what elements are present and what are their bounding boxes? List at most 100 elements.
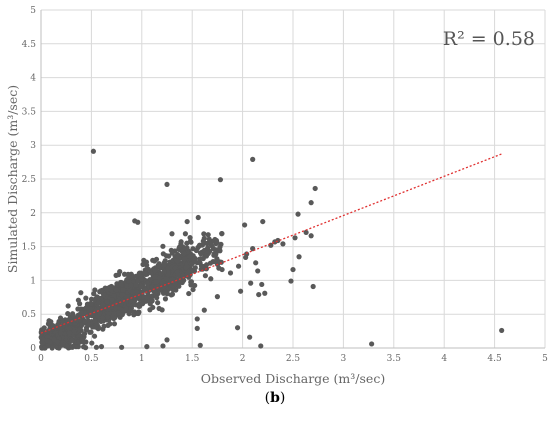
data-point [369, 341, 375, 347]
y-tick-label: 3 [30, 141, 36, 151]
data-point [160, 243, 166, 249]
data-point [130, 289, 136, 295]
data-point [100, 326, 106, 332]
data-point [87, 306, 94, 312]
data-point [94, 294, 100, 300]
data-point [160, 343, 166, 349]
data-point [188, 239, 194, 245]
data-point [208, 276, 214, 282]
data-point [149, 297, 155, 303]
data-point [119, 344, 125, 350]
y-tick-label: 5 [30, 6, 36, 16]
data-point [120, 287, 126, 293]
data-point [310, 283, 316, 290]
data-point [119, 297, 126, 304]
data-point [308, 200, 314, 206]
data-point [65, 311, 71, 317]
data-point [202, 273, 208, 279]
data-point [144, 280, 150, 286]
data-point [100, 315, 106, 321]
data-point [205, 245, 211, 251]
labels: 0 0.5 1 1.5 2 2.5 3 3.5 4 4.5 5 0 0.5 1 1.5 2 2.5 3 3.5 4 4.… [5, 6, 548, 386]
data-point [258, 343, 264, 349]
data-point [138, 283, 144, 289]
data-point [89, 340, 95, 346]
data-point [150, 257, 156, 263]
data-point [159, 307, 165, 313]
data-point [200, 255, 206, 262]
data-point [187, 235, 193, 241]
data-point [134, 289, 140, 295]
caption-close: ) [279, 390, 286, 406]
data-point [104, 299, 110, 305]
data-point [164, 181, 170, 188]
data-point [99, 302, 106, 308]
x-tick-label: 0 [38, 354, 44, 364]
data-point [108, 287, 114, 293]
data-point [296, 254, 302, 260]
data-point [150, 304, 156, 311]
data-point [50, 324, 56, 330]
data-point [242, 222, 248, 228]
data-point [122, 307, 128, 313]
data-point [193, 247, 199, 254]
r-squared-annotation: R² = 0.58 [443, 28, 535, 50]
data-point [121, 271, 128, 277]
data-point [145, 266, 151, 272]
data-point [143, 287, 149, 293]
data-point [243, 254, 249, 261]
data-point [201, 231, 207, 237]
data-point [140, 261, 146, 268]
data-point [161, 268, 167, 275]
data-point [303, 229, 309, 236]
data-points [38, 148, 505, 351]
data-point [182, 256, 188, 262]
data-point [139, 290, 145, 296]
figure-caption: (b) [0, 390, 550, 406]
data-point [214, 294, 220, 300]
data-point [169, 291, 176, 297]
y-tick-label: 1 [30, 276, 36, 286]
data-point [155, 300, 161, 306]
data-point [154, 295, 160, 301]
data-point [152, 268, 158, 274]
data-point [200, 238, 206, 244]
data-point [186, 290, 192, 297]
caption-open: ( [264, 390, 271, 406]
y-tick-label: 2 [30, 209, 36, 219]
data-point [250, 156, 256, 162]
data-point [93, 344, 100, 350]
data-point [212, 259, 218, 265]
data-point [184, 261, 190, 268]
data-point [178, 239, 184, 245]
data-point [207, 241, 214, 247]
data-point [253, 260, 259, 266]
data-point [194, 325, 200, 331]
x-tick-label: 1 [139, 354, 145, 364]
data-point [217, 177, 224, 183]
data-point [156, 275, 163, 281]
y-tick-label: 3.5 [22, 107, 37, 117]
x-tick-label: 0.5 [84, 354, 99, 364]
x-tick-label: 5 [542, 354, 548, 364]
data-point [172, 265, 179, 271]
y-tick-label: 0 [30, 344, 36, 354]
data-point [109, 297, 115, 303]
data-point [161, 262, 167, 268]
data-point [184, 245, 190, 251]
data-point [160, 251, 166, 257]
data-point [214, 239, 220, 245]
data-point [113, 305, 119, 311]
data-point [85, 322, 91, 328]
data-point [88, 296, 95, 302]
data-point [60, 342, 66, 348]
data-point [135, 310, 141, 317]
data-point [127, 308, 134, 314]
x-tick-label: 4 [441, 354, 447, 364]
data-point [162, 258, 168, 264]
data-point [105, 314, 111, 320]
data-point [115, 310, 122, 316]
data-point [113, 287, 120, 293]
caption-letter: b [270, 390, 280, 406]
data-point [181, 251, 187, 257]
